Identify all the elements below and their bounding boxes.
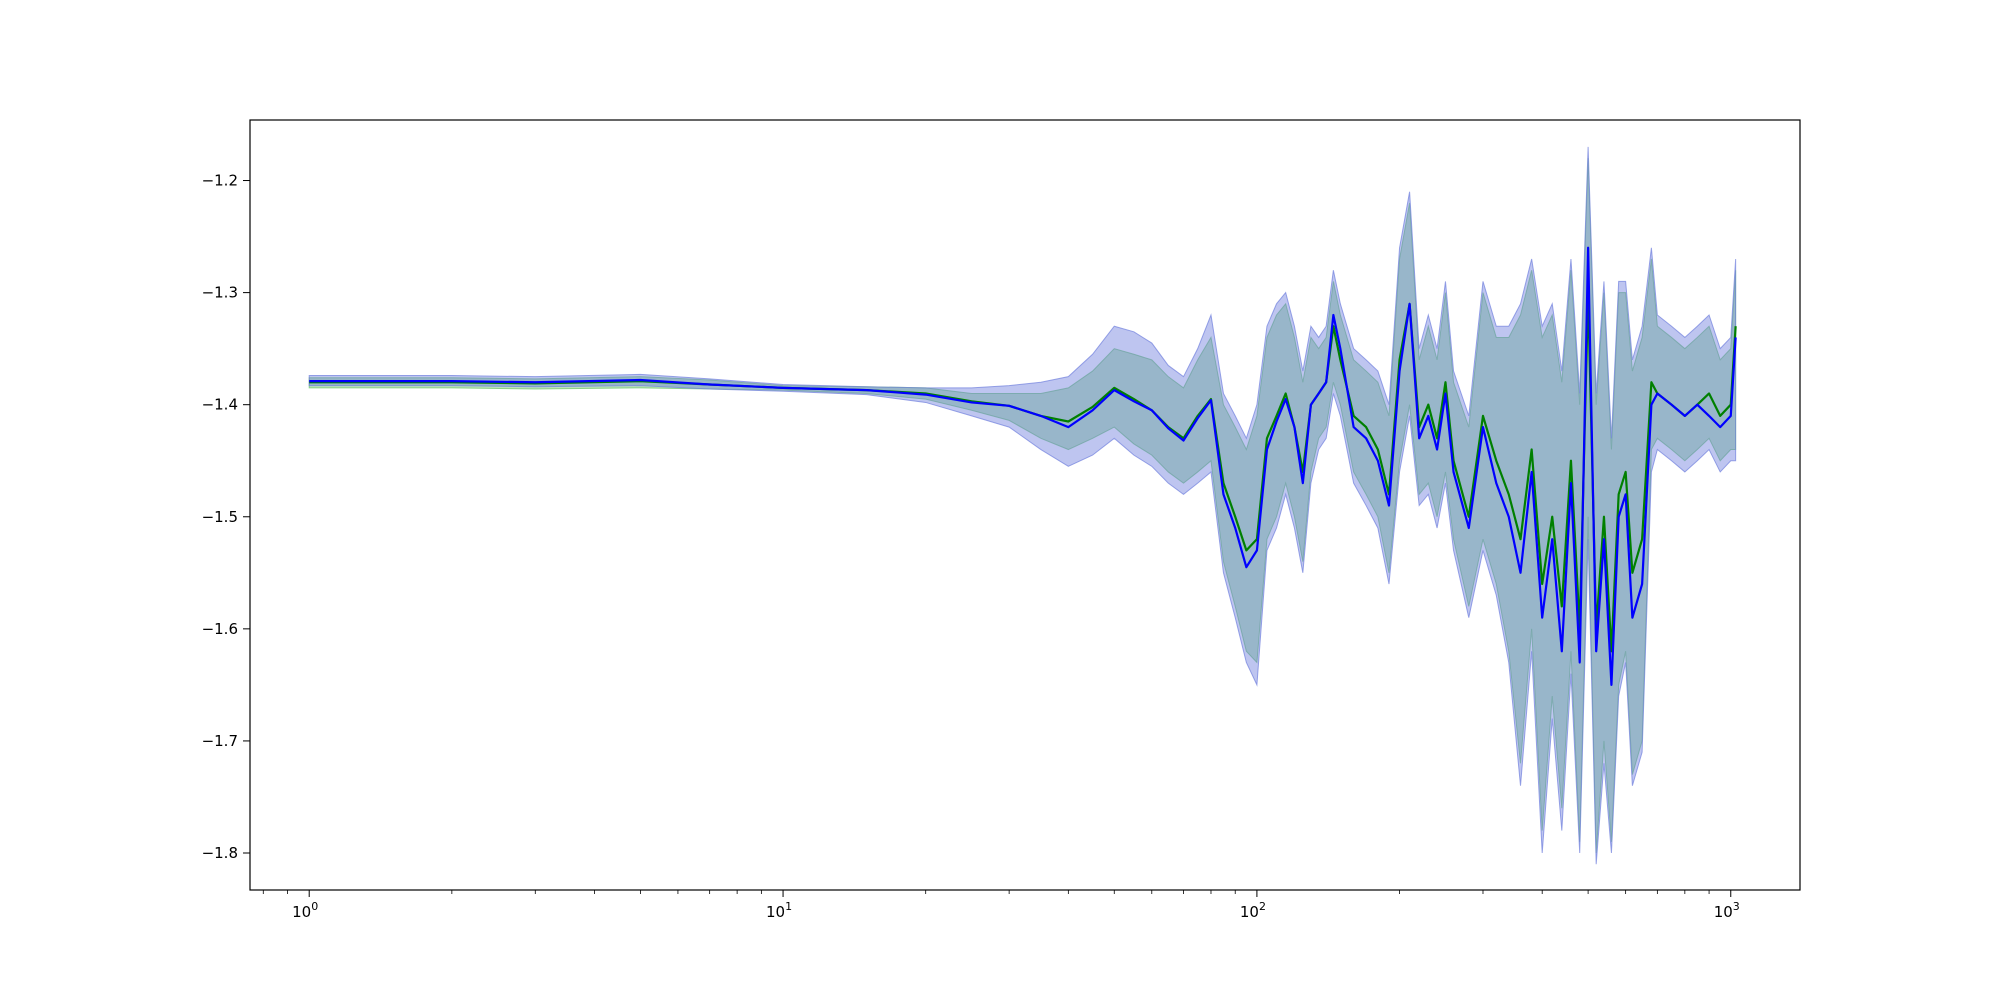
x-axis: 100 101 102 103 — [262, 890, 1740, 921]
x-tick-label: 101 — [766, 900, 792, 921]
y-axis: −1.2 −1.3 −1.4 −1.5 −1.6 −1.7 −1.8 — [202, 172, 250, 862]
series-2-line — [309, 246, 1737, 686]
series-lines — [309, 246, 1737, 686]
plot-area-background — [250, 120, 1800, 890]
plot-area-frame — [249, 119, 1801, 891]
y-tick-label: −1.6 — [202, 620, 238, 638]
series-2-band — [308, 146, 1737, 865]
series-1-line — [309, 291, 1737, 653]
x-tick-label: 102 — [1240, 900, 1266, 921]
confidence-bands — [308, 146, 1737, 865]
y-tick-label: −1.2 — [202, 172, 238, 190]
y-tick-label: −1.8 — [202, 844, 238, 862]
y-tick-label: −1.7 — [202, 732, 238, 750]
x-tick-label: 100 — [292, 900, 318, 921]
y-tick-label: −1.4 — [202, 396, 238, 414]
y-tick-label: −1.5 — [202, 508, 238, 526]
x-tick-label: 103 — [1714, 900, 1740, 921]
y-tick-label: −1.3 — [202, 284, 238, 302]
